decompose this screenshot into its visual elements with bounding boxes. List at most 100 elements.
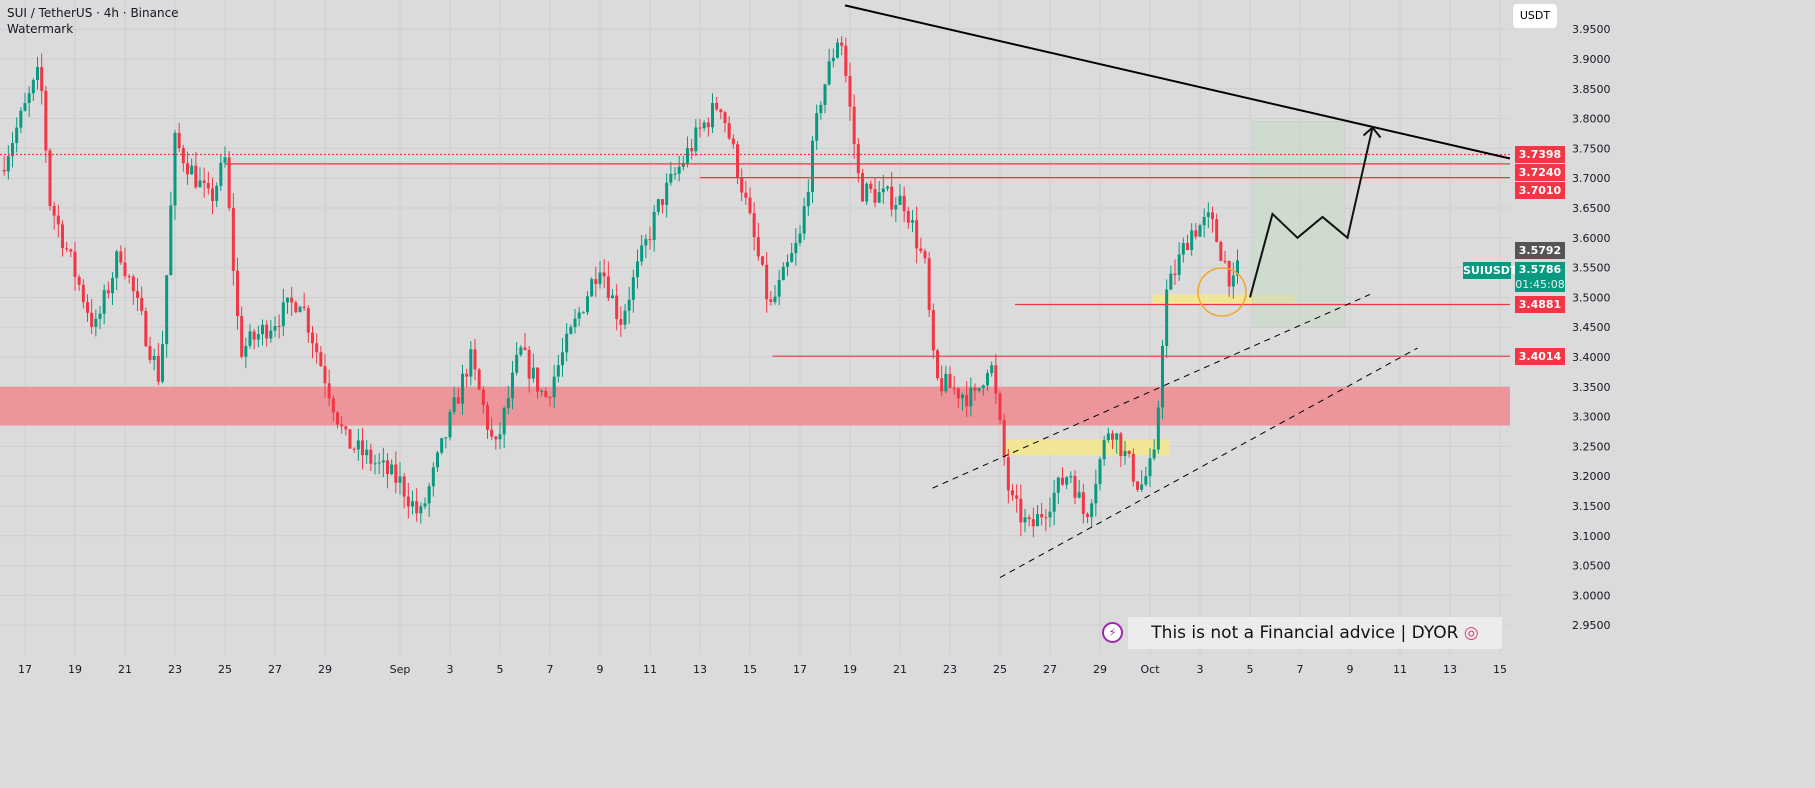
candle-body [19,110,23,128]
candle-body [165,275,169,345]
highlight-circle [1197,267,1247,317]
candle-body [827,61,831,85]
candle-body [356,440,360,450]
candle-body [977,387,981,391]
currency-button[interactable]: USDT [1513,4,1557,28]
candle-body [694,127,698,152]
projection-path [1249,127,1374,298]
candle-body [752,213,756,238]
candle-body [31,80,35,94]
candle-body [1161,346,1164,408]
disclaimer-text: This is not a Financial advice | DYOR [1151,623,1459,643]
candle-body [381,460,385,463]
candle-body [281,302,285,327]
x-tick-label: 7 [547,663,554,676]
candle-body [144,311,148,347]
candle-body [156,355,160,382]
trendline [844,4,1511,160]
x-tick-label: 29 [1093,663,1107,676]
x-tick-label: 11 [1393,663,1407,676]
candle-body [456,397,460,404]
candle-body [936,350,939,379]
candle-body [86,302,89,313]
candles [2,36,1239,538]
candle-body [727,123,731,139]
candle-body [1081,492,1085,514]
candle-body [1019,498,1023,523]
candle-body [1148,458,1152,477]
y-tick-label: 3.5500 [1572,262,1611,275]
candle-body [319,352,323,367]
x-tick-label: Oct [1140,663,1160,676]
candle-body [190,165,194,175]
candle-body [65,248,69,250]
candle-body [415,501,419,514]
candle-body [565,333,569,353]
candle-body [856,144,860,174]
x-tick-label: 19 [843,663,857,676]
candle-body [848,76,852,107]
candle-body [252,331,256,340]
candle-body [994,365,998,394]
price-tag: 3.4014 [1515,348,1565,366]
candle-body [431,467,435,487]
candle-body [1006,457,1010,491]
candle-body [402,476,406,497]
candle-body [906,211,910,223]
candle-body [344,426,348,430]
candle-body [1098,459,1102,485]
candle-body [48,150,52,207]
candle-body [481,389,485,406]
x-tick-label: 27 [268,663,282,676]
candle-body [73,251,77,277]
candle-body [336,412,339,425]
candle-body [698,127,702,129]
candle-body [27,93,31,104]
candle-body [761,256,764,265]
candle-body [419,506,423,514]
candle-body [1065,477,1069,485]
candle-body [536,367,539,392]
candle-body [1173,273,1177,275]
candle-body [1194,230,1198,237]
candle-body [656,199,660,212]
candle-body [115,251,119,278]
candle-body [44,90,48,151]
y-tick-label: 3.2500 [1572,440,1611,453]
candle-body [677,166,681,174]
candle-body [1227,260,1231,287]
candle-body [1127,450,1131,454]
candle-body [915,220,919,249]
candle-body [236,270,239,317]
candle-body [1206,212,1210,217]
candle-body [240,316,244,357]
y-tick-label: 3.5000 [1572,291,1611,304]
arrow-head-icon [1362,126,1382,139]
candle-body [561,352,564,366]
symbol-title[interactable]: SUI / TetherUS · 4h · Binance [7,6,179,20]
x-tick-label: 23 [168,663,182,676]
candle-body [465,373,469,377]
candle-body [623,310,627,325]
candle-body [469,349,473,377]
y-tick-label: 3.9000 [1572,53,1611,66]
last-price-tag: 3.5786 01:45:08 [1515,262,1565,292]
candle-body [1111,433,1114,440]
candle-body [798,233,802,243]
candle-body [627,299,631,311]
candle-body [423,503,427,507]
y-tick-label: 3.0500 [1572,560,1611,573]
candle-body [1211,212,1214,220]
candle-body [177,132,181,148]
candle-body [944,373,948,392]
lightning-icon[interactable]: ⚡ [1102,622,1123,643]
candle-body [1186,242,1189,250]
candle-body [1040,514,1044,518]
x-tick-label: 3 [447,663,454,676]
watermark-label: Watermark [7,22,74,36]
candle-body [1152,449,1156,459]
candle-body [152,355,156,360]
candle-body [781,266,785,281]
candle-body [531,367,535,379]
